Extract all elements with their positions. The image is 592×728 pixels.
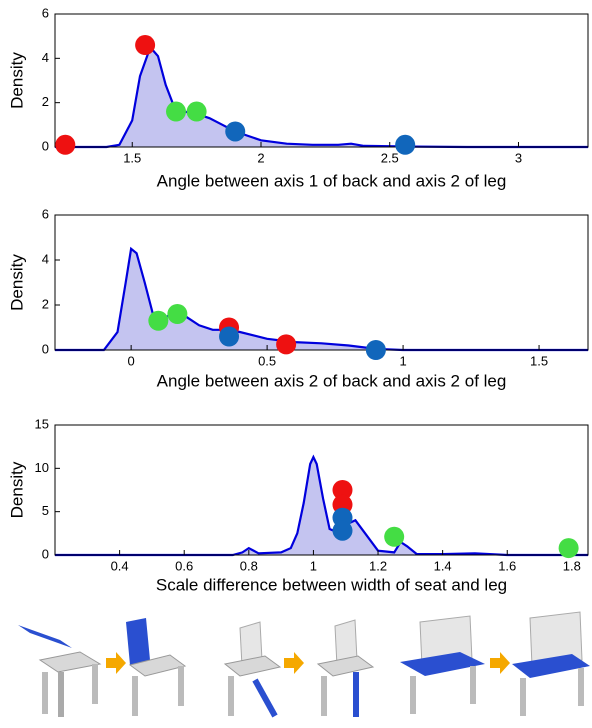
chair-leg-part: [353, 672, 359, 717]
density-area: [55, 457, 588, 555]
y-tick-label: 0: [42, 138, 49, 153]
axes-frame: [54, 214, 589, 351]
chair-seat-part: [400, 652, 485, 676]
y-tick-label: 6: [42, 206, 49, 221]
sample-point: [395, 134, 416, 155]
sample-point: [166, 101, 187, 122]
y-axis-label: Density: [7, 52, 26, 109]
y-tick-label: 6: [42, 5, 49, 20]
sample-point: [135, 35, 156, 56]
x-axis-label: Angle between axis 1 of back and axis 2 …: [157, 171, 507, 190]
y-axis-label: Density: [7, 254, 26, 311]
y-tick-label: 0: [42, 341, 49, 356]
chair-seat: [316, 655, 375, 677]
chair-leg: [132, 676, 138, 716]
x-tick-label: 0.8: [240, 558, 258, 573]
arrow: [490, 652, 510, 674]
density-plot: 0 0.5 1 1.5 0 2 4 6 Angle between axis 2 of back…: [7, 206, 589, 390]
sample-point: [365, 340, 386, 360]
arrow: [106, 652, 126, 674]
x-tick-label: 1: [399, 353, 406, 368]
y-tick-label: 5: [42, 503, 49, 518]
x-tick-label: 0.5: [258, 353, 276, 368]
y-tick-label: 4: [42, 251, 49, 266]
y-tick-label: 2: [42, 94, 49, 109]
y-tick-label: 15: [35, 416, 49, 431]
chair-back-part: [18, 625, 72, 648]
x-tick-label: 3: [515, 150, 522, 165]
x-tick-label: 0.4: [111, 558, 129, 573]
chair-back: [529, 611, 583, 667]
chair-leg-part: [252, 678, 278, 718]
arrow: [284, 652, 304, 674]
chair-leg: [228, 676, 234, 716]
sample-point: [148, 310, 169, 331]
x-tick-label: 1.8: [563, 558, 581, 573]
sample-point: [332, 520, 353, 541]
chair-seat-part: [512, 654, 590, 678]
sample-point: [558, 538, 579, 559]
x-tick-label: 1.2: [369, 558, 387, 573]
sample-point: [332, 480, 353, 500]
chair-seat: [38, 651, 102, 673]
chair-leg: [58, 672, 64, 717]
x-axis-label: Scale difference between width of seat a…: [156, 575, 507, 594]
density-area: [55, 47, 588, 147]
density-plot: 0.4 0.6 0.8 1 1.2 1.4 1.6 1.8 0 5 10 15 Scale differ…: [7, 416, 589, 594]
y-tick-label: 4: [42, 50, 49, 65]
chair-leg: [321, 676, 327, 716]
chair-leg: [578, 668, 584, 706]
y-tick-label: 2: [42, 296, 49, 311]
chair-leg: [178, 666, 184, 706]
y-axis-label: Density: [7, 461, 26, 518]
density-plot: 1.5 2 2.5 3 0 2 4 6 Angle between axis 1 of back…: [7, 5, 589, 190]
chair-seat: [128, 654, 187, 677]
density-line: [55, 246, 588, 352]
x-tick-label: 1: [310, 558, 317, 573]
chair-leg: [520, 678, 526, 716]
x-tick-label: 1.6: [498, 558, 516, 573]
chair-leg: [92, 664, 98, 704]
x-tick-label: 1.5: [123, 150, 141, 165]
sample-point: [55, 134, 76, 155]
axes-frame: [54, 424, 589, 556]
chair-seat: [223, 655, 282, 677]
x-tick-label: 2: [257, 150, 264, 165]
sample-point: [167, 304, 188, 324]
y-tick-label: 0: [42, 546, 49, 561]
chair-leg: [42, 672, 48, 714]
chair-leg: [410, 676, 416, 714]
x-tick-label: 0: [128, 353, 135, 368]
y-tick-label: 10: [35, 460, 49, 475]
x-tick-label: 1.5: [530, 353, 548, 368]
sample-point: [225, 121, 246, 142]
axes-frame: [54, 13, 589, 148]
sample-point: [384, 526, 405, 547]
x-axis-label: Angle between axis 2 of back and axis 2 …: [157, 371, 507, 390]
density-line: [55, 45, 588, 149]
x-tick-label: 1.4: [434, 558, 452, 573]
density-area: [55, 248, 588, 350]
x-tick-label: 2.5: [381, 150, 399, 165]
chair-leg: [470, 666, 476, 704]
sample-point: [186, 101, 207, 122]
density-line: [55, 454, 588, 557]
x-tick-label: 0.6: [175, 558, 193, 573]
chair-back-part: [126, 618, 150, 665]
sample-point: [276, 334, 297, 355]
chair-illustrations: [18, 611, 590, 718]
sample-point: [219, 326, 240, 347]
